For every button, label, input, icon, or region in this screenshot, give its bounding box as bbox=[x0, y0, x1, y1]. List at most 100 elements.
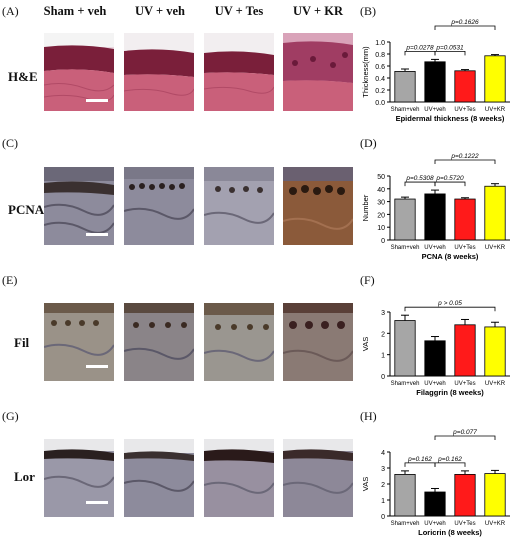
micrograph-he-uv-veh bbox=[124, 33, 194, 111]
bar bbox=[424, 193, 446, 241]
x-axis-label: Loricrin (8 weeks) bbox=[418, 528, 482, 537]
x-tick-label: UV+veh bbox=[424, 381, 446, 387]
significance-bracket bbox=[434, 181, 466, 187]
y-tick-label: 1 bbox=[381, 498, 385, 505]
y-tick-label: 2 bbox=[381, 482, 385, 489]
x-tick-label: Sham+veh bbox=[391, 245, 420, 251]
panel-label-g: (G) bbox=[2, 409, 19, 423]
bar bbox=[454, 324, 476, 377]
y-axis-label: VAS bbox=[361, 337, 370, 351]
scale-bar bbox=[86, 233, 108, 236]
significance-bracket bbox=[404, 306, 496, 312]
y-tick-label: 4 bbox=[381, 450, 385, 457]
p-value-label: p=0.077 bbox=[452, 429, 477, 436]
filaggrin-chart: 0 1 2 3 VAS Sham+veh UV+veh UV+Tes UV+KRFilaggri… bbox=[361, 300, 510, 397]
bar bbox=[484, 326, 506, 377]
y-tick-label: 10 bbox=[377, 225, 385, 232]
micrograph-he-uv-tes bbox=[204, 33, 274, 111]
bar bbox=[424, 61, 446, 103]
panel-label-c: (C) bbox=[2, 136, 18, 150]
x-tick-label: Sham+veh bbox=[391, 521, 420, 527]
column-header-uv-kr: UV + KR bbox=[293, 4, 343, 18]
y-tick-label: 3 bbox=[381, 466, 385, 473]
y-axis-label: Number bbox=[361, 194, 370, 221]
scale-bar bbox=[86, 365, 108, 368]
p-value-label: p=0.5308 bbox=[405, 175, 434, 182]
y-tick-label: 30 bbox=[377, 200, 385, 207]
micrograph-he-sham bbox=[44, 33, 114, 111]
micrograph-pcna-uv-veh bbox=[124, 167, 194, 245]
micrograph-pcna-sham bbox=[44, 167, 114, 245]
y-tick-label: 1.0 bbox=[375, 40, 385, 47]
p-value-label: p=0.1626 bbox=[450, 19, 479, 26]
p-value-label: p=0.162 bbox=[437, 456, 462, 463]
bar bbox=[394, 198, 416, 241]
y-tick-label: 20 bbox=[377, 212, 385, 219]
scale-bar bbox=[86, 501, 108, 504]
micrograph-fil-uv-veh bbox=[124, 303, 194, 381]
x-tick-label: UV+veh bbox=[424, 107, 446, 113]
micrograph-he-uv-kr bbox=[283, 33, 353, 111]
bar bbox=[394, 71, 416, 103]
y-tick-label: 50 bbox=[377, 174, 385, 181]
panel-label-h: (H) bbox=[360, 409, 377, 423]
row-label-he: H&E bbox=[8, 69, 38, 84]
y-tick-label: 0 bbox=[381, 238, 385, 245]
x-tick-label: UV+KR bbox=[485, 107, 506, 113]
pcna-chart: 0 10 20 30 40 50 Number Sham+veh UV+veh UV+Tes UV+… bbox=[361, 153, 510, 261]
x-tick-label: UV+Tes bbox=[454, 245, 475, 251]
epidermal-thickness-chart: 0.0 0.2 0.4 0.6 0.8 1.0 Thickness(mm) Sham+veh U… bbox=[361, 19, 510, 123]
p-value-label: p=0.5720 bbox=[435, 175, 464, 182]
panel-label-f: (F) bbox=[360, 273, 375, 287]
p-value-label: p=0.0531 bbox=[435, 44, 464, 51]
loricrin-chart: 0 1 2 3 4 VAS Sham+veh UV+veh UV+Tes UV+KRLoricri… bbox=[361, 429, 510, 537]
x-axis-label: Epidermal thickness (8 weeks) bbox=[396, 114, 505, 123]
y-tick-label: 0.0 bbox=[375, 100, 385, 107]
y-tick-label: 0.8 bbox=[375, 52, 385, 59]
y-tick-label: 0.2 bbox=[375, 88, 385, 95]
y-tick-label: 3 bbox=[381, 310, 385, 317]
y-tick-label: 40 bbox=[377, 187, 385, 194]
significance-bracket bbox=[434, 51, 466, 56]
micrograph-lor-uv-tes bbox=[204, 439, 274, 517]
y-axis-label: VAS bbox=[361, 477, 370, 491]
significance-bracket bbox=[434, 159, 496, 164]
x-tick-label: UV+KR bbox=[485, 521, 506, 527]
x-tick-label: UV+KR bbox=[485, 245, 506, 251]
panel-label-d: (D) bbox=[360, 136, 377, 150]
micrograph-pcna-uv-tes bbox=[204, 167, 274, 245]
bar bbox=[454, 198, 476, 241]
y-tick-label: 0.6 bbox=[375, 64, 385, 71]
significance-bracket bbox=[434, 435, 496, 440]
scale-bar bbox=[86, 99, 108, 102]
bar bbox=[394, 474, 416, 517]
y-tick-label: 1 bbox=[381, 353, 385, 360]
column-header-uv-tes: UV + Tes bbox=[214, 4, 264, 18]
significance-bracket bbox=[404, 181, 436, 187]
panel-label-b: (B) bbox=[360, 4, 376, 18]
bar bbox=[454, 474, 476, 517]
bar bbox=[394, 320, 416, 377]
p-value-label: p=0.1222 bbox=[450, 153, 479, 160]
significance-bracket bbox=[434, 462, 466, 467]
x-tick-label: UV+Tes bbox=[454, 521, 475, 527]
row-label-fil: Fil bbox=[14, 335, 30, 350]
micrograph-fil-uv-kr bbox=[283, 303, 353, 381]
x-tick-label: UV+veh bbox=[424, 245, 446, 251]
micrograph-pcna-uv-kr bbox=[283, 167, 353, 245]
x-axis-label: PCNA (8 weeks) bbox=[422, 252, 479, 261]
x-tick-label: Sham+veh bbox=[391, 381, 420, 387]
micrograph-fil-uv-tes bbox=[204, 303, 274, 381]
y-tick-label: 0 bbox=[381, 514, 385, 521]
y-tick-label: 0 bbox=[381, 374, 385, 381]
x-tick-label: UV+Tes bbox=[454, 381, 475, 387]
x-axis-label: Filaggrin (8 weeks) bbox=[416, 388, 484, 397]
bar bbox=[484, 473, 506, 517]
y-axis-label: Thickness(mm) bbox=[361, 46, 370, 98]
p-value-label: p=0.162 bbox=[407, 456, 432, 463]
bar bbox=[424, 491, 446, 517]
bar bbox=[424, 340, 446, 377]
x-tick-label: UV+veh bbox=[424, 521, 446, 527]
row-label-pcna: PCNA bbox=[8, 202, 45, 217]
x-tick-label: Sham+veh bbox=[391, 107, 420, 113]
